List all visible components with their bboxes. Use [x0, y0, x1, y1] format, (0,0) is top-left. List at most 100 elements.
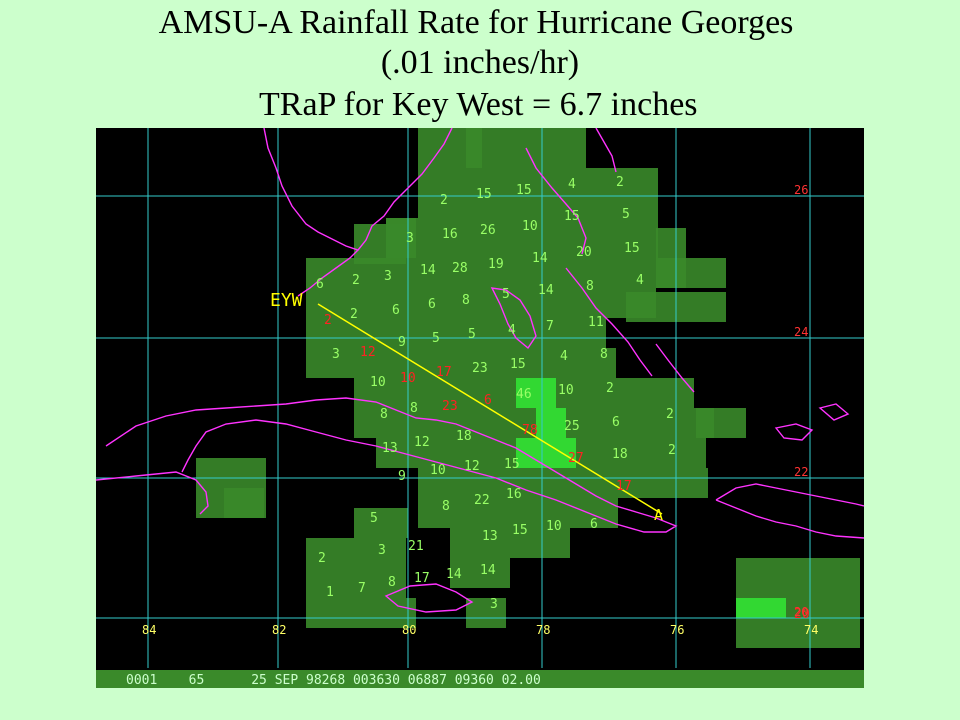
rain-value-label: 8	[586, 279, 594, 294]
rain-value-label: 2	[666, 407, 674, 422]
rain-value-label: 11	[588, 315, 604, 330]
rain-value-label: 3	[490, 597, 498, 612]
rain-value-label: 19	[488, 257, 504, 272]
coastline-cuba	[105, 397, 678, 533]
rain-value-label: 2	[324, 313, 332, 328]
rain-value-label: 4	[508, 323, 516, 338]
rain-value-label: 2	[352, 273, 360, 288]
rain-value-label: 26	[480, 223, 496, 238]
rain-value-label: 17	[436, 365, 452, 380]
rain-value-label: 18	[456, 429, 472, 444]
rain-value-label: 8	[442, 499, 450, 514]
rain-cell	[418, 498, 618, 528]
rain-value-label: 10	[522, 219, 538, 234]
rain-value-label: 15	[516, 183, 532, 198]
rain-cell	[306, 538, 406, 568]
track-end-label: A	[654, 506, 663, 524]
status-bar-text: 0001 65 25 SEP 98268 003630 06887 09360 …	[126, 673, 541, 688]
rain-value-label: 12	[414, 435, 430, 450]
rain-value-label: 2	[616, 175, 624, 190]
rain-value-label: 8	[600, 347, 608, 362]
rain-value-label: 5	[468, 327, 476, 342]
rain-value-label: 14	[480, 563, 496, 578]
rain-cell	[306, 598, 416, 628]
coastline-jamaica	[384, 583, 474, 613]
rain-value-label: 17	[414, 571, 430, 586]
rain-value-label: 23	[472, 361, 488, 376]
latitude-label: 20	[794, 605, 808, 619]
rain-cell	[516, 378, 556, 408]
rain-value-label: 27	[568, 451, 584, 466]
rain-value-label: 2	[606, 381, 614, 396]
coastline-florida-keys	[297, 249, 359, 297]
rain-value-label: 5	[432, 331, 440, 346]
rain-value-label: 4	[560, 349, 568, 364]
rainfall-map: EYW A 2 15 15 4 2 3 16 26 10 15 5 14 28 19 14 20 15 6 2 3 4 2…	[96, 128, 864, 688]
rain-value-label: 9	[398, 335, 406, 350]
rain-value-label: 21	[408, 539, 424, 554]
rain-value-label: 15	[564, 209, 580, 224]
coastlines	[96, 128, 864, 613]
rain-value-label: 28	[452, 261, 468, 276]
rain-value-label: 7	[358, 581, 366, 596]
rain-cell	[306, 288, 656, 318]
title-line-1: AMSU-A Rainfall Rate for Hurricane Georg…	[158, 4, 794, 41]
longitude-label: 80	[402, 623, 416, 637]
status-bar-bg	[96, 670, 864, 688]
rain-value-label: 46	[516, 387, 532, 402]
rain-value-label: 5	[370, 511, 378, 526]
latitude-label: 26	[794, 183, 808, 197]
coastline-yucatan	[96, 471, 209, 515]
rain-value-label: 20	[576, 245, 592, 260]
rain-value-label: 25	[564, 419, 580, 434]
rain-cell	[386, 218, 658, 258]
rain-value-label: 2	[318, 551, 326, 566]
rain-value-label: 13	[382, 441, 398, 456]
rain-value-label: 10	[400, 371, 416, 386]
longitude-label: 82	[272, 623, 286, 637]
rain-cell	[306, 348, 616, 378]
rain-cell	[306, 318, 606, 348]
rain-cell	[354, 508, 408, 538]
rain-value-label: 16	[442, 227, 458, 242]
station-label-eyw: EYW	[270, 290, 303, 311]
rain-value-label: 3	[406, 231, 414, 246]
rain-cell	[696, 408, 746, 438]
rain-value-label: 5	[502, 287, 510, 302]
longitude-label: 76	[670, 623, 684, 637]
coastline-abaco	[595, 128, 617, 173]
rain-value-label: 78	[522, 423, 538, 438]
rain-cell	[536, 408, 566, 438]
rain-cell	[656, 228, 686, 288]
rain-value-label: 6	[590, 517, 598, 532]
rain-value-label: 14	[420, 263, 436, 278]
rain-value-label: 4	[636, 273, 644, 288]
rain-cell	[224, 488, 264, 518]
rain-value-label: 5	[622, 207, 630, 222]
rain-cell	[418, 168, 658, 218]
rain-value-label: 9	[398, 469, 406, 484]
rain-cell	[354, 408, 714, 438]
rain-value-label: 6	[392, 303, 400, 318]
latitude-label: 24	[794, 325, 808, 339]
rain-value-label: 15	[510, 357, 526, 372]
rain-value-label: 15	[624, 241, 640, 256]
coastline-exuma	[565, 267, 653, 377]
longitude-label: 78	[536, 623, 550, 637]
rain-value-label: 6	[612, 415, 620, 430]
rain-value-label: 14	[446, 567, 462, 582]
rain-value-label: 10	[558, 383, 574, 398]
rain-value-label: 8	[380, 407, 388, 422]
rain-value-label: 2	[350, 307, 358, 322]
rain-value-label: 10	[430, 463, 446, 478]
rain-value-label: 8	[410, 401, 418, 416]
coastline-eleuthera	[525, 147, 587, 255]
rain-value-label: 13	[482, 529, 498, 544]
rain-value-label: 10	[546, 519, 562, 534]
rain-value-label: 15	[512, 523, 528, 538]
rain-value-label: 7	[546, 319, 554, 334]
rain-cell	[466, 598, 506, 628]
rain-value-label: 12	[360, 345, 376, 360]
